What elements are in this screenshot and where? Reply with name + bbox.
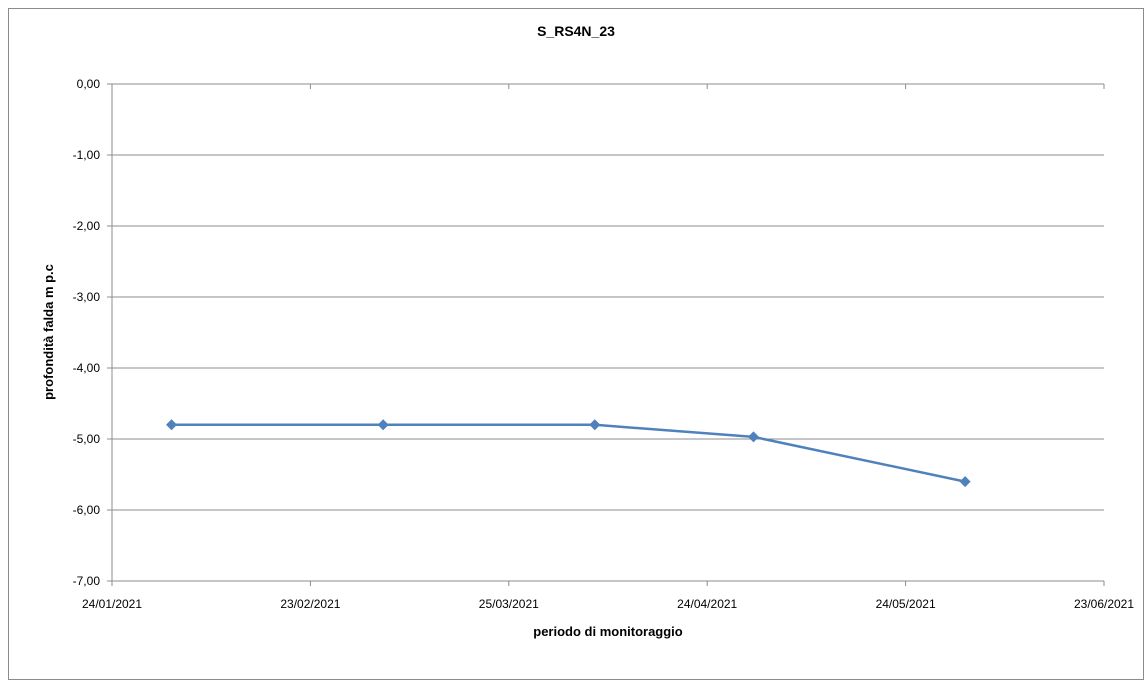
x-tick-label: 25/03/2021 (479, 597, 539, 611)
series-layer (166, 419, 971, 488)
x-axis-title: periodo di monitoraggio (533, 624, 683, 639)
chart-title: S_RS4N_23 (537, 23, 615, 39)
tick-labels: 0,00 -1,00 -2,00 -3,00 -4,00 -5,00 -6,00 -7,00 2… (73, 77, 1135, 611)
x-tick-label: 24/05/2021 (876, 597, 936, 611)
y-tick-label: -4,00 (73, 361, 101, 375)
x-tick-label: 24/01/2021 (82, 597, 142, 611)
x-tick-label: 23/06/2021 (1074, 597, 1134, 611)
data-point-marker (589, 419, 601, 431)
y-tick-label: -5,00 (73, 432, 101, 446)
y-tick-label: -6,00 (73, 503, 101, 517)
data-point-marker (747, 431, 759, 443)
y-tick-label: -2,00 (73, 219, 101, 233)
chart-frame (8, 8, 1144, 680)
data-point-marker (959, 476, 971, 488)
y-tick-label: -7,00 (73, 574, 101, 588)
series-line (171, 423, 966, 483)
grid-lines (112, 83, 1104, 511)
x-tick-label: 24/04/2021 (677, 597, 737, 611)
y-tick-label: 0,00 (77, 77, 101, 91)
y-tick-label: -3,00 (73, 290, 101, 304)
axes (107, 83, 1105, 586)
data-point-marker (166, 419, 178, 431)
data-point-marker (377, 419, 389, 431)
x-tick-label: 23/02/2021 (280, 597, 340, 611)
y-axis-title: profondità falda m p.c (41, 264, 56, 400)
y-tick-label: -1,00 (73, 148, 101, 162)
